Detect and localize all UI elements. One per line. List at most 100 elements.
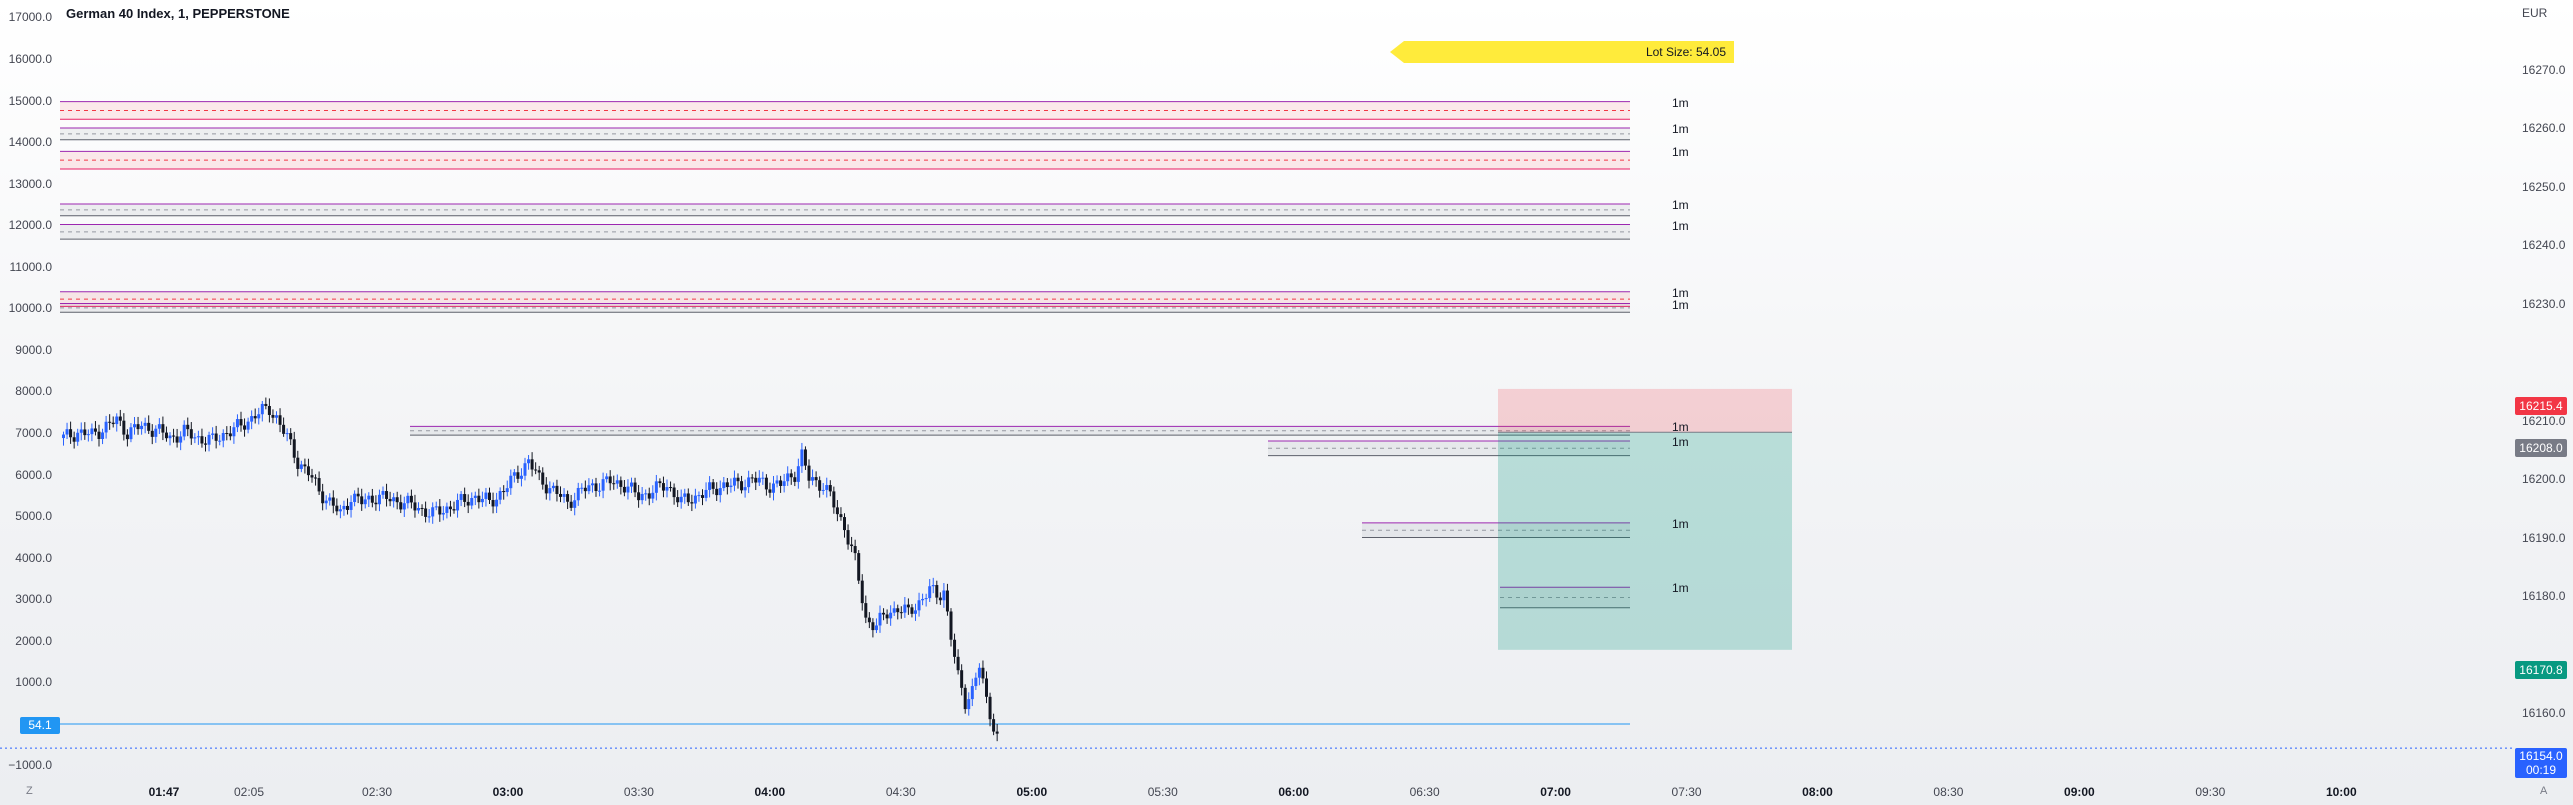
zone-timeframe-label: 1m bbox=[1672, 145, 1689, 160]
candle-body bbox=[140, 425, 144, 430]
candle-body bbox=[722, 482, 726, 489]
candle-body bbox=[509, 475, 513, 489]
auto-scale-button[interactable]: A bbox=[2540, 785, 2548, 797]
candle-body bbox=[747, 477, 751, 488]
zone-timeframe-label: 1m bbox=[1672, 285, 1689, 300]
candle-body bbox=[956, 656, 960, 671]
symbol-title[interactable]: German 40 Index, 1, PEPPERSTONE bbox=[66, 6, 290, 21]
candle-body bbox=[637, 492, 641, 501]
left-axis-tick: 11000.0 bbox=[9, 259, 53, 274]
candle-body bbox=[789, 473, 793, 478]
time-axis-tick: 06:30 bbox=[1409, 785, 1440, 799]
candle-body bbox=[779, 480, 783, 486]
candle-body bbox=[424, 508, 428, 517]
candle-body bbox=[118, 416, 122, 421]
candle-body bbox=[786, 473, 790, 482]
candle-body bbox=[938, 597, 942, 601]
candle-body bbox=[559, 493, 562, 497]
left-axis-tick: 13000.0 bbox=[8, 176, 52, 191]
candle-body bbox=[608, 476, 612, 484]
candle-body bbox=[161, 424, 165, 433]
candle-body bbox=[374, 502, 378, 505]
position-stop-zone bbox=[1498, 388, 1792, 433]
candle-body bbox=[693, 495, 697, 504]
candle-body bbox=[537, 470, 541, 473]
candle-body bbox=[136, 424, 140, 430]
right-axis-tick: 16270.0 bbox=[2522, 62, 2566, 77]
candle-body bbox=[718, 488, 722, 496]
candle-body bbox=[310, 475, 314, 478]
candle-body bbox=[356, 493, 360, 497]
candle-body bbox=[910, 607, 914, 614]
candle-body bbox=[200, 436, 204, 444]
candle-body bbox=[850, 544, 854, 547]
candle-body bbox=[772, 483, 775, 493]
candle-body bbox=[349, 502, 353, 510]
candle-body bbox=[225, 433, 229, 435]
candle-body bbox=[899, 612, 903, 614]
candle-body bbox=[317, 478, 321, 492]
candle-body bbox=[413, 502, 417, 511]
candle-body bbox=[122, 420, 126, 435]
candle-body bbox=[857, 553, 861, 581]
candle-body bbox=[402, 503, 406, 510]
candle-body bbox=[551, 485, 555, 489]
candle-body bbox=[654, 481, 658, 493]
timezone-button[interactable]: Z bbox=[26, 785, 33, 797]
candle-body bbox=[260, 403, 264, 415]
candle-body bbox=[175, 436, 179, 443]
candle-body bbox=[143, 422, 147, 426]
candle-body bbox=[193, 437, 197, 439]
time-axis-tick: 10:00 bbox=[2325, 785, 2357, 799]
candle-body bbox=[360, 496, 364, 505]
candle-body bbox=[818, 480, 822, 491]
right-axis-tick: 16250.0 bbox=[2522, 179, 2566, 194]
candle-body bbox=[466, 501, 470, 506]
candle-body bbox=[874, 625, 878, 631]
candle-body bbox=[889, 612, 893, 619]
candle-body bbox=[93, 428, 97, 432]
candle-body bbox=[942, 590, 946, 601]
candle-body bbox=[275, 415, 278, 418]
candle-body bbox=[583, 487, 587, 492]
candle-body bbox=[814, 477, 818, 481]
candle-body bbox=[711, 482, 715, 489]
candle-body bbox=[800, 449, 804, 467]
candle-body bbox=[701, 495, 704, 498]
candle-body bbox=[498, 491, 502, 500]
candle-body bbox=[101, 432, 105, 439]
time-axis-tick: 09:00 bbox=[2064, 785, 2095, 799]
left-axis-tick: 3000.0 bbox=[15, 592, 52, 607]
time-axis-tick: 01:47 bbox=[148, 785, 180, 799]
candle-body bbox=[115, 416, 119, 425]
candle-body bbox=[992, 719, 996, 732]
candle-body bbox=[807, 465, 811, 481]
time-axis-tick: 02:05 bbox=[233, 785, 265, 799]
candle-body bbox=[914, 610, 917, 614]
zone-timeframe-label: 1m bbox=[1672, 420, 1689, 435]
candle-body bbox=[754, 477, 758, 483]
candle-body bbox=[342, 505, 346, 510]
candle-body bbox=[615, 480, 619, 484]
candle-body bbox=[811, 477, 815, 481]
candle-body bbox=[953, 639, 957, 657]
candle-body bbox=[527, 459, 531, 464]
candle-body bbox=[963, 687, 967, 710]
candle-body bbox=[417, 507, 420, 511]
candle-body bbox=[598, 490, 602, 492]
candle-body bbox=[79, 429, 83, 433]
candle-body bbox=[945, 590, 949, 612]
candle-body bbox=[427, 516, 431, 518]
target-price-tag: 16170.8 bbox=[2515, 661, 2567, 679]
candle-body bbox=[761, 477, 765, 479]
candle-body bbox=[697, 495, 701, 497]
candle-body bbox=[434, 506, 438, 508]
candle-body bbox=[250, 416, 254, 422]
candle-body bbox=[253, 416, 257, 419]
candle-body bbox=[825, 485, 829, 490]
zone-timeframe-label: 1m bbox=[1672, 516, 1689, 531]
candle-body bbox=[211, 433, 215, 435]
left-axis-tick: 6000.0 bbox=[15, 467, 52, 482]
candle-body bbox=[303, 464, 307, 467]
